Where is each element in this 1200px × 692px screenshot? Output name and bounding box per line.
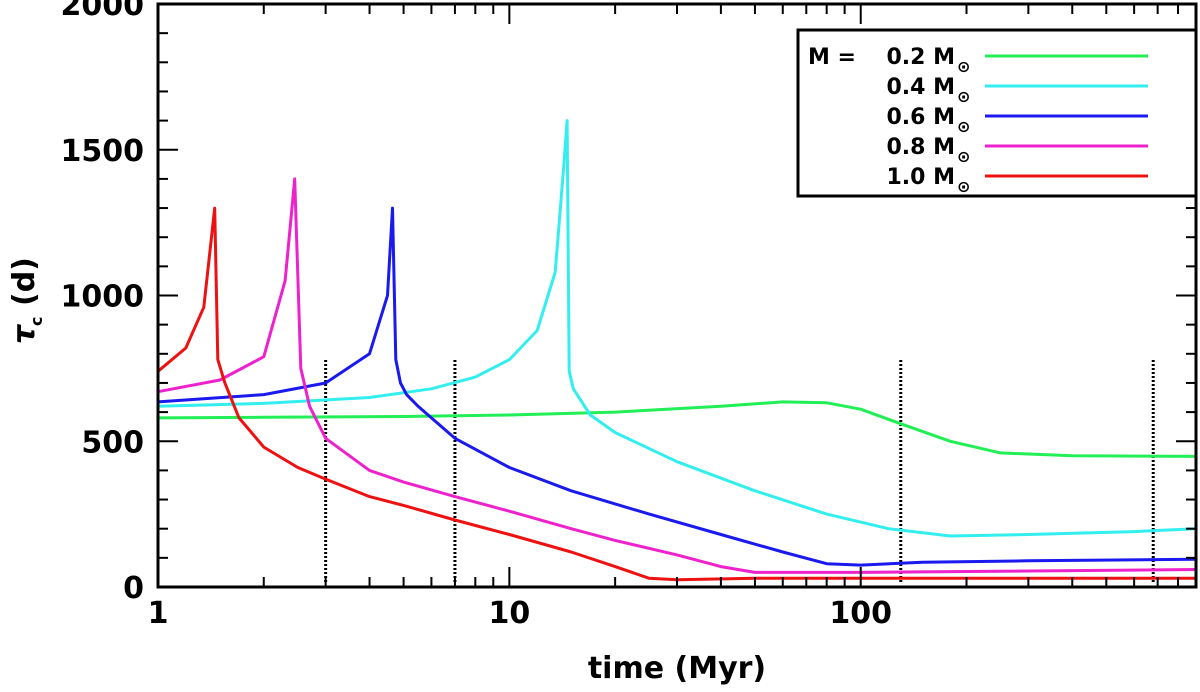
x-tick-label: 1 [148,596,169,631]
sun-symbol-icon: ⊙ [957,117,970,136]
y-tick-label: 1500 [61,134,145,169]
legend-label: 1.0 M [886,165,955,190]
legend-entry: 0.2 M ⊙ [886,45,1148,76]
y-tick-label: 1000 [61,280,145,315]
series-line [157,177,1197,574]
series-line [157,119,1197,538]
legend-entries: 0.2 M ⊙0.4 M ⊙0.6 M ⊙0.8 M ⊙1.0 M ⊙ [886,45,1148,196]
sun-symbol-icon: ⊙ [957,87,970,106]
y-axis-label-subscript: c [27,317,46,326]
legend-box [796,28,1198,198]
legend-label: 0.4 M [886,75,955,100]
legend: M = 0.2 M ⊙0.4 M ⊙0.6 M ⊙0.8 M ⊙1.0 M ⊙ [796,28,1198,198]
series-lines [157,119,1197,582]
y-tick-label: 2000 [61,0,145,23]
series-line [157,206,1196,582]
y-tick-label: 500 [81,425,144,460]
sun-symbol-icon: ⊙ [957,57,970,76]
legend-label: 0.2 M [886,45,955,70]
vertical-marker-lines [324,359,1155,582]
legend-entry: 0.4 M ⊙ [886,75,1148,106]
legend-label: 0.8 M [886,135,955,160]
legend-label: 0.6 M [886,105,955,130]
x-axis-label: time (Myr) [588,651,766,686]
sun-symbol-icon: ⊙ [957,147,970,166]
series-line [157,206,1197,567]
sun-symbol-icon: ⊙ [957,177,970,196]
y-axis-label-unit: (d) [7,257,42,306]
legend-entry: 1.0 M ⊙ [886,165,1148,196]
legend-entry: 0.8 M ⊙ [886,135,1148,166]
x-tick-label: 100 [829,596,892,631]
legend-prefix: M = [808,45,864,70]
legend-entry: 0.6 M ⊙ [886,105,1148,136]
y-axis-label-symbol: τ [7,323,42,344]
y-axis-label: τ c (d) [7,257,46,344]
y-tick-label: 0 [123,571,144,606]
series-line [157,400,1197,458]
x-tick-label: 10 [488,596,530,631]
